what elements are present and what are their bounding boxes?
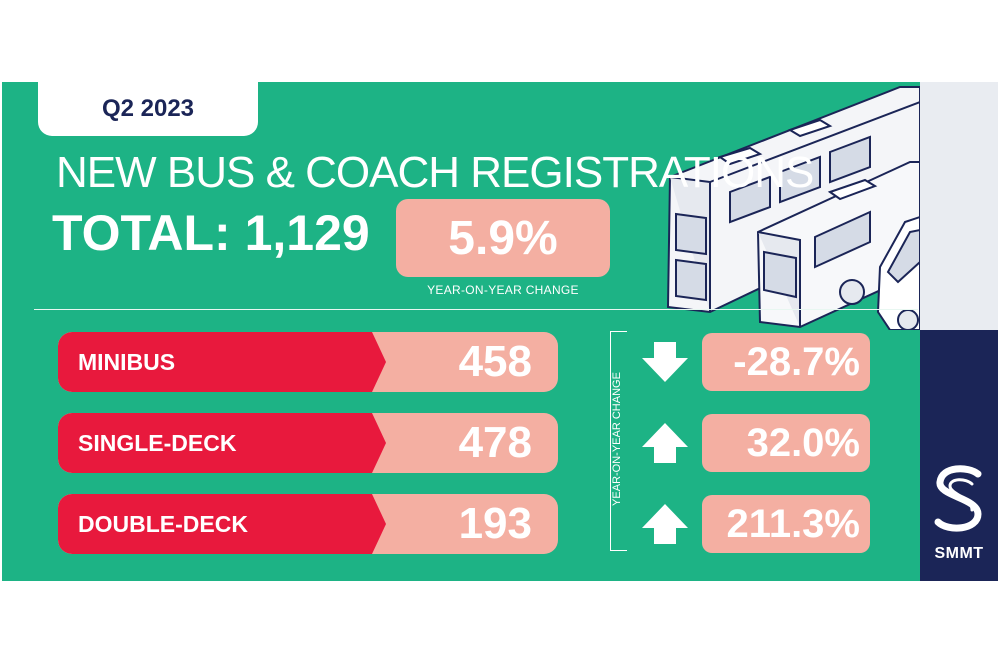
segment-row-minibus: MINIBUS 458 <box>58 332 558 392</box>
down-arrow-icon <box>642 342 688 382</box>
up-arrow-icon <box>642 423 688 463</box>
smmt-s-logo-icon <box>934 465 982 532</box>
segment-row-single-deck: SINGLE-DECK 478 <box>58 413 558 473</box>
total-registrations: TOTAL: 1,129 <box>52 204 370 262</box>
segment-label-pointer <box>372 494 386 554</box>
yoy-axis-label: YEAR-ON-YEAR CHANGE <box>611 372 623 506</box>
segment-label: MINIBUS <box>58 332 372 392</box>
segment-label-pointer <box>372 332 386 392</box>
period-tab: Q2 2023 <box>38 82 258 136</box>
overall-change-caption: YEAR-ON-YEAR CHANGE <box>427 283 579 297</box>
brand-strip <box>920 82 998 581</box>
brand-strip-background <box>920 82 998 330</box>
bus-coach-illustration-icon <box>666 86 920 330</box>
total-value: 1,129 <box>244 205 370 261</box>
segment-value: 478 <box>458 418 532 467</box>
segment-label: SINGLE-DECK <box>58 413 372 473</box>
segment-change-double-deck: 211.3% <box>702 495 870 553</box>
overall-change-badge: 5.9% <box>396 199 610 277</box>
segment-label: DOUBLE-DECK <box>58 494 372 554</box>
page-title: NEW BUS & COACH REGISTRATIONS <box>56 148 814 197</box>
segment-change-minibus: -28.7% <box>702 333 870 391</box>
segment-row-double-deck: DOUBLE-DECK 193 <box>58 494 558 554</box>
brand-name: SMMT <box>934 545 984 562</box>
segment-value: 193 <box>458 499 532 548</box>
segment-change-single-deck: 32.0% <box>702 414 870 472</box>
segment-label-pointer <box>372 413 386 473</box>
total-label: TOTAL: <box>52 205 231 261</box>
yoy-bracket <box>610 331 627 551</box>
up-arrow-icon <box>642 504 688 544</box>
segment-value: 458 <box>458 337 532 386</box>
section-divider <box>34 309 918 310</box>
